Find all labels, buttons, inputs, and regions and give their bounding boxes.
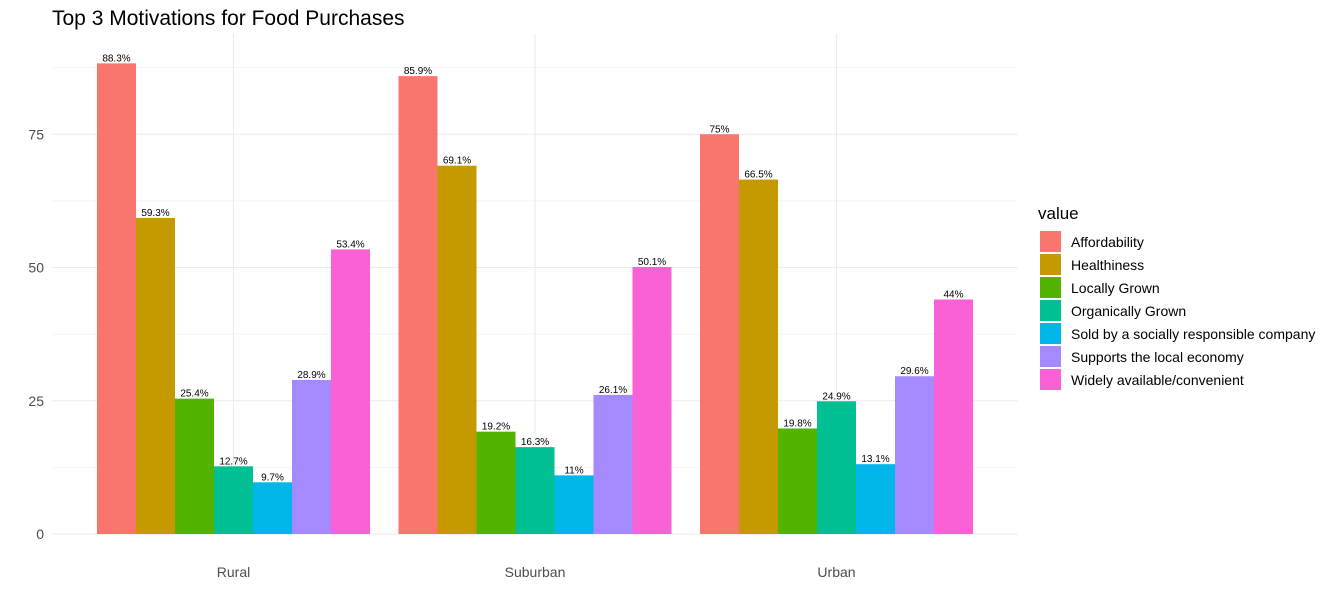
bar xyxy=(700,134,739,534)
bar xyxy=(437,165,477,534)
data-label: 16.3% xyxy=(521,437,549,448)
x-axis: Rural Suburban Urban xyxy=(217,564,856,580)
legend-label: Affordability xyxy=(1071,234,1144,250)
data-label: 19.2% xyxy=(482,422,510,433)
data-label: 85.9% xyxy=(404,66,432,77)
data-label: 13.1% xyxy=(861,454,889,465)
y-tick-label: 75 xyxy=(28,126,44,142)
x-tick-label: Rural xyxy=(217,564,250,580)
y-axis: 0 25 50 75 xyxy=(28,126,44,542)
data-label: 26.1% xyxy=(599,385,627,396)
data-label: 28.9% xyxy=(297,370,325,381)
legend-label: Supports the local economy xyxy=(1071,349,1244,365)
data-label: 50.1% xyxy=(638,257,666,268)
data-label: 75% xyxy=(709,124,729,135)
y-tick-label: 0 xyxy=(36,526,44,542)
legend-swatch xyxy=(1040,254,1061,275)
data-label: 24.9% xyxy=(822,391,850,402)
bar xyxy=(253,482,292,534)
chart-title: Top 3 Motivations for Food Purchases xyxy=(52,7,405,30)
legend-swatch xyxy=(1040,300,1061,321)
y-tick-label: 50 xyxy=(28,260,44,276)
data-labels: 88.3% 59.3% 25.4% 12.7% 9.7% 28.9% 53.4% 85.9% 6… xyxy=(102,53,963,483)
data-label: 59.3% xyxy=(141,208,169,219)
y-tick-label: 25 xyxy=(28,393,44,409)
legend-swatch xyxy=(1040,277,1061,298)
bar xyxy=(778,428,817,534)
legend-label: Widely available/convenient xyxy=(1071,372,1244,388)
legend-swatch xyxy=(1040,231,1061,252)
legend-label: Healthiness xyxy=(1071,257,1144,273)
legend-items: Affordability Healthiness Locally Grown Org… xyxy=(1040,231,1315,390)
bar xyxy=(398,76,438,534)
bar xyxy=(136,217,175,534)
bar xyxy=(97,63,136,535)
data-label: 53.4% xyxy=(336,239,364,250)
legend: value Affordability Healthiness Locally Gr… xyxy=(1038,204,1315,390)
data-label: 44% xyxy=(943,289,963,300)
data-label: 69.1% xyxy=(443,156,471,167)
data-label: 88.3% xyxy=(102,53,130,64)
legend-label: Sold by a socially responsible company xyxy=(1071,326,1315,342)
bar xyxy=(175,398,214,534)
bar xyxy=(856,464,895,534)
bar xyxy=(632,266,672,534)
data-label: 9.7% xyxy=(261,472,284,483)
x-tick-label: Suburban xyxy=(505,564,566,580)
data-label: 25.4% xyxy=(180,389,208,400)
bar xyxy=(934,299,973,534)
bar xyxy=(331,249,370,535)
legend-swatch xyxy=(1040,323,1061,344)
bar xyxy=(895,376,934,534)
bar xyxy=(739,179,778,534)
bar xyxy=(554,475,594,534)
bar xyxy=(593,394,633,534)
data-label: 12.7% xyxy=(219,456,247,467)
bar xyxy=(214,466,253,534)
legend-label: Organically Grown xyxy=(1071,303,1186,319)
bar xyxy=(515,447,555,534)
data-label: 66.5% xyxy=(744,170,772,181)
legend-label: Locally Grown xyxy=(1071,280,1160,296)
legend-swatch xyxy=(1040,346,1061,367)
data-label: 11% xyxy=(564,465,583,476)
bars xyxy=(97,63,973,535)
data-label: 29.6% xyxy=(900,366,928,377)
bar xyxy=(817,401,856,534)
bar xyxy=(476,431,516,534)
data-label: 19.8% xyxy=(783,418,811,429)
legend-swatch xyxy=(1040,369,1061,390)
legend-title: value xyxy=(1038,204,1079,223)
bar xyxy=(292,379,331,534)
x-tick-label: Urban xyxy=(817,564,855,580)
